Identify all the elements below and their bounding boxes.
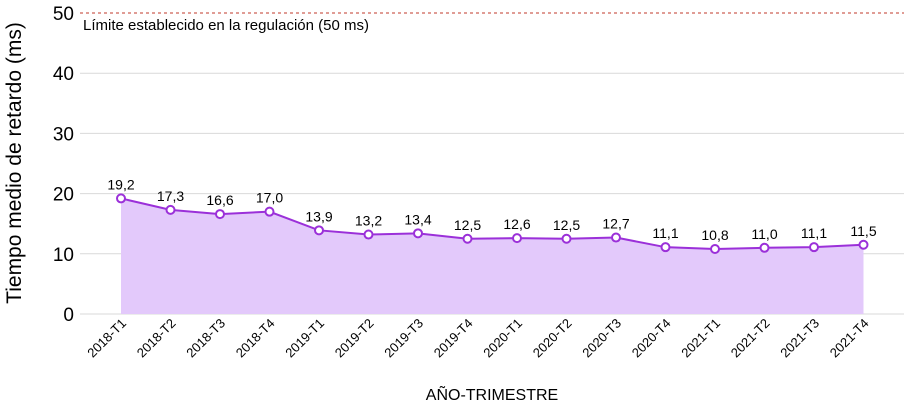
data-label-2019-T1: 13,9 — [305, 208, 332, 224]
data-point-2018-T3 — [215, 209, 225, 220]
x-tick-2018-T3: 2018-T3 — [183, 316, 228, 361]
x-tick-2019-T4: 2019-T4 — [431, 316, 476, 361]
data-point-2019-T4 — [462, 233, 473, 244]
data-label-2018-T2: 17,3 — [157, 188, 184, 204]
data-point-2020-T1 — [512, 233, 522, 244]
x-tick-2019-T1: 2019-T1 — [282, 316, 327, 361]
data-labels: 19,2 17,3 16,6 17,0 13,9 13,2 13,4 12,5 12,6 12,5… — [107, 176, 876, 243]
data-label-2021-T1: 10,8 — [701, 227, 728, 243]
data-point-2021-T3 — [809, 242, 819, 253]
data-point-2018-T1 — [116, 193, 126, 204]
data-label-2018-T3: 16,6 — [206, 192, 233, 208]
y-tick-30: 30 — [53, 124, 74, 145]
x-tick-2020-T1: 2020-T1 — [480, 316, 525, 361]
data-label-2018-T4: 17,0 — [256, 190, 283, 206]
data-point-2021-T1 — [710, 243, 720, 254]
y-tick-50: 50 — [53, 4, 74, 25]
x-tick-2021-T2: 2021-T2 — [728, 316, 773, 361]
data-point-2020-T4 — [660, 242, 671, 253]
x-tick-2018-T2: 2018-T2 — [134, 316, 179, 361]
data-point-2021-T2 — [759, 242, 770, 253]
data-point-2018-T4 — [264, 206, 275, 217]
data-label-2021-T4: 11,5 — [850, 223, 876, 239]
y-tick-20: 20 — [53, 185, 74, 206]
x-tick-2020-T4: 2020-T4 — [629, 316, 674, 361]
data-point-2021-T4 — [858, 239, 869, 250]
x-axis-title: AÑO-TRIMESTRE — [426, 384, 558, 404]
x-tick-2019-T3: 2019-T3 — [381, 316, 426, 361]
y-axis-ticks: 0 10 20 30 40 50 — [53, 4, 74, 326]
data-label-2018-T1: 19,2 — [107, 176, 134, 192]
data-point-2020-T3 — [611, 232, 621, 243]
x-tick-2021-T4: 2021-T4 — [827, 316, 872, 361]
regulation-limit-label: Límite establecido en la regulación (50 … — [83, 17, 369, 34]
data-label-2019-T3: 13,4 — [404, 211, 431, 227]
data-label-2020-T1: 12,6 — [503, 216, 530, 232]
data-points — [116, 193, 869, 254]
x-tick-2021-T3: 2021-T3 — [777, 316, 822, 361]
data-point-2019-T3 — [413, 228, 423, 239]
x-tick-2020-T2: 2020-T2 — [530, 316, 575, 361]
data-label-2020-T2: 12,5 — [553, 217, 580, 233]
x-tick-2018-T1: 2018-T1 — [84, 316, 129, 361]
x-tick-2018-T4: 2018-T4 — [233, 316, 278, 361]
y-axis-title: Tiempo medio de retardo (ms) — [3, 22, 26, 304]
data-point-2018-T2 — [165, 204, 176, 215]
data-point-2019-T2 — [363, 229, 374, 240]
data-label-2019-T2: 13,2 — [355, 213, 382, 229]
data-label-2021-T2: 11,0 — [751, 226, 777, 242]
data-label-2020-T3: 12,7 — [602, 216, 629, 232]
x-axis-ticks: 2018-T1 2018-T2 2018-T3 2018-T4 2019-T1 2019-… — [84, 316, 871, 361]
area-fill — [121, 198, 864, 314]
x-tick-2019-T2: 2019-T2 — [332, 316, 377, 361]
x-tick-2021-T1: 2021-T1 — [678, 316, 723, 361]
y-tick-10: 10 — [53, 245, 74, 266]
data-label-2021-T3: 11,1 — [801, 225, 827, 241]
data-point-2019-T1 — [314, 225, 324, 236]
y-tick-0: 0 — [63, 305, 74, 326]
y-tick-40: 40 — [53, 64, 74, 85]
x-tick-2020-T3: 2020-T3 — [579, 316, 624, 361]
data-point-2020-T2 — [561, 233, 572, 244]
series-line — [120, 197, 864, 250]
data-label-2020-T4: 11,1 — [652, 225, 678, 241]
data-label-2019-T4: 12,5 — [454, 217, 481, 233]
